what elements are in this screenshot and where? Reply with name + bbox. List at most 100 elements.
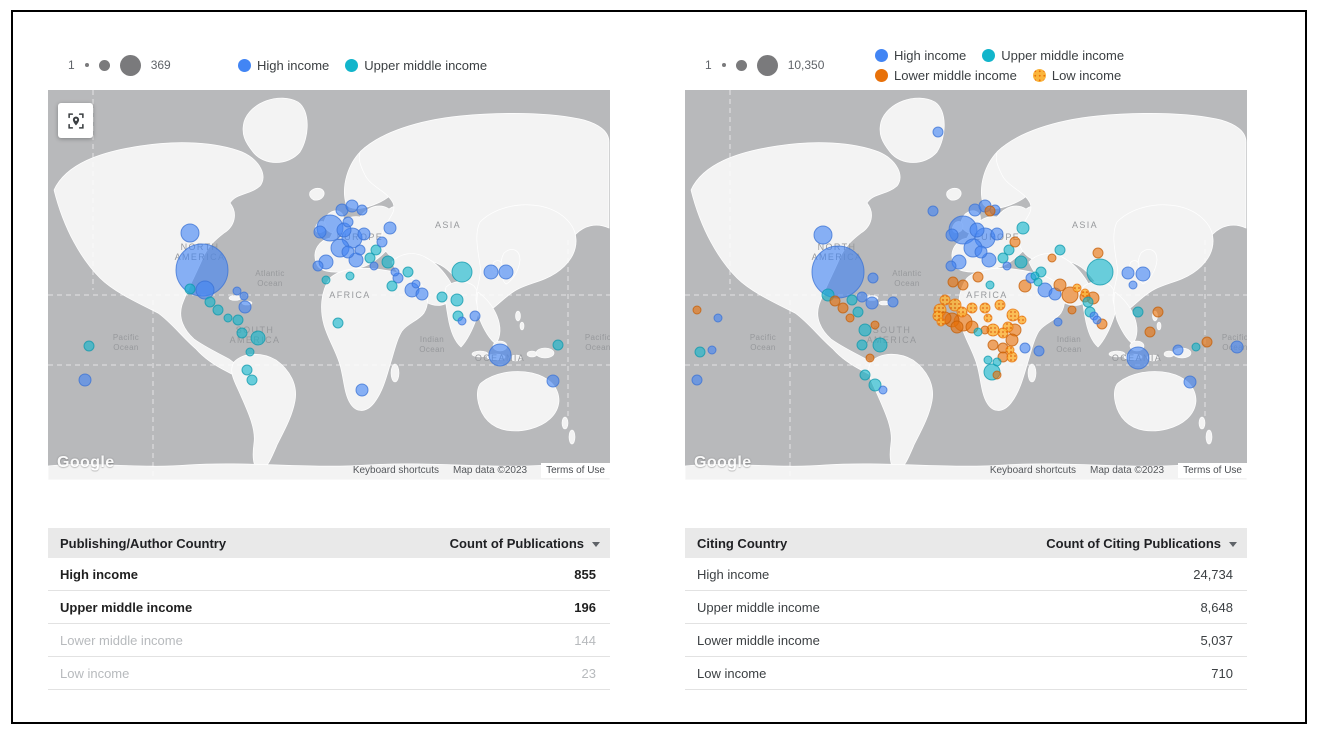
row-value: 196 — [329, 590, 610, 624]
legend-swatch — [875, 68, 888, 82]
legend-label: High income — [894, 47, 967, 63]
google-logo[interactable]: Google — [57, 454, 115, 471]
metric-column-header[interactable]: Count of Citing Publications — [966, 528, 1247, 558]
legend-swatch — [238, 58, 251, 72]
size-dot-medium — [735, 59, 747, 71]
map-data-copyright: Map data ©2023 — [453, 465, 528, 476]
keyboard-shortcuts-link[interactable]: Keyboard shortcuts — [352, 465, 439, 476]
dimension-column-header[interactable]: Publishing/Author Country — [48, 528, 329, 558]
table-row[interactable]: Low income 23 — [48, 656, 610, 690]
size-legend-min: 1 — [68, 58, 75, 72]
size-legend-min: 1 — [705, 58, 712, 72]
citing-bubble-map[interactable]: NORTHAMERICASOUTHAMERICAAFRICAEUROPEASIA… — [685, 90, 1247, 480]
publishing-bubble-map[interactable]: NORTHAMERICASOUTHAMERICAAFRICAEUROPEASIA… — [48, 90, 610, 480]
legend-item-um: Upper middle income — [345, 58, 487, 73]
row-value: 855 — [329, 558, 610, 591]
svg-text:ASIA: ASIA — [435, 220, 461, 230]
table-row[interactable]: Upper middle income 196 — [48, 590, 610, 624]
row-label: Lower middle income — [685, 623, 966, 657]
size-legend-max: 369 — [150, 58, 171, 72]
metric-column-header[interactable]: Count of Publications — [329, 528, 610, 558]
row-value: 144 — [329, 623, 610, 657]
color-legend: High income Upper middle income — [238, 58, 578, 73]
legend-item-lo: Low income — [1032, 67, 1122, 83]
row-value: 24,734 — [966, 558, 1247, 591]
row-value: 5,037 — [966, 623, 1247, 657]
citing-legend-row: 1 10,350 High income Upper middle income L… — [685, 40, 1247, 90]
row-label: High income — [685, 558, 966, 591]
size-dot-small — [84, 63, 89, 67]
svg-text:ASIA: ASIA — [1072, 220, 1098, 230]
row-value: 23 — [329, 656, 610, 690]
row-value: 710 — [966, 656, 1247, 690]
legend-item-lm: Lower middle income — [875, 68, 1017, 83]
size-dot-small — [721, 63, 726, 67]
publishing-table: Publishing/Author Country Count of Publi… — [48, 528, 610, 690]
size-legend: 1 10,350 — [705, 54, 853, 76]
svg-text:AFRICA: AFRICA — [966, 290, 1007, 300]
row-value: 8,648 — [966, 590, 1247, 624]
publishing-legend-row: 1 369 High income Upper middle income — [48, 40, 610, 90]
google-logo[interactable]: Google — [694, 454, 752, 471]
table-header-row: Citing Country Count of Citing Publicati… — [685, 528, 1247, 558]
size-legend-max: 10,350 — [787, 58, 825, 72]
row-label: Upper middle income — [685, 590, 966, 624]
legend-swatch — [345, 58, 359, 72]
svg-text:AFRICA: AFRICA — [329, 290, 370, 300]
table-row[interactable]: High income 24,734 — [685, 558, 1247, 591]
legend-swatch — [1032, 68, 1046, 82]
table-header-row: Publishing/Author Country Count of Publi… — [48, 528, 610, 558]
table-row[interactable]: High income 855 — [48, 558, 610, 591]
size-dot-medium — [98, 59, 110, 71]
row-label: Lower middle income — [48, 623, 329, 657]
legend-item-hi: High income — [875, 48, 966, 63]
citing-table: Citing Country Count of Citing Publicati… — [685, 528, 1247, 690]
terms-of-use-link[interactable]: Terms of Use — [541, 463, 610, 478]
table-row[interactable]: Lower middle income 5,037 — [685, 623, 1247, 657]
citing-panel: 1 10,350 High income Upper middle income L… — [685, 40, 1247, 690]
size-legend: 1 369 — [68, 54, 216, 76]
terms-of-use-link[interactable]: Terms of Use — [1178, 463, 1247, 478]
table-row[interactable]: Upper middle income 8,648 — [685, 590, 1247, 624]
legend-label: Upper middle income — [1001, 47, 1125, 63]
table-row[interactable]: Low income 710 — [685, 656, 1247, 690]
keyboard-shortcuts-link[interactable]: Keyboard shortcuts — [989, 465, 1076, 476]
map-attribution: Keyboard shortcuts Map data ©2023 Terms … — [990, 463, 1247, 478]
map-data-copyright: Map data ©2023 — [1090, 465, 1165, 476]
legend-label: Lower middle income — [894, 67, 1017, 83]
legend-swatch — [982, 48, 996, 62]
table-row[interactable]: Lower middle income 144 — [48, 623, 610, 657]
legend-label: Low income — [1051, 67, 1122, 83]
map-attribution: Keyboard shortcuts Map data ©2023 Terms … — [353, 463, 610, 478]
publishing-table-body: High income 855 Upper middle income 196 Lowe… — [48, 558, 610, 690]
legend-item-um: Upper middle income — [982, 48, 1124, 63]
legend-item-hi: High income — [238, 58, 329, 73]
dimension-column-header[interactable]: Citing Country — [685, 528, 966, 558]
size-dot-large — [119, 54, 141, 76]
recenter-pin-icon — [67, 112, 84, 129]
row-label: High income — [48, 558, 329, 591]
size-dot-large — [756, 54, 778, 76]
legend-label: High income — [257, 57, 330, 73]
row-label: Low income — [48, 656, 329, 690]
world-map-canvas: NORTHAMERICASOUTHAMERICAAFRICAEUROPEASIA… — [685, 90, 1247, 480]
legend-label: Upper middle income — [364, 57, 488, 73]
recenter-map-button[interactable] — [58, 103, 93, 138]
row-label: Upper middle income — [48, 590, 329, 624]
world-map-canvas: NORTHAMERICASOUTHAMERICAAFRICAEUROPEASIA… — [48, 90, 610, 480]
citing-table-body: High income 24,734 Upper middle income 8,64… — [685, 558, 1247, 690]
sort-desc-icon — [592, 541, 600, 547]
color-legend: High income Upper middle income Lower midd… — [875, 48, 1215, 83]
sort-desc-icon — [1229, 541, 1237, 547]
legend-swatch — [875, 48, 888, 62]
row-label: Low income — [685, 656, 966, 690]
